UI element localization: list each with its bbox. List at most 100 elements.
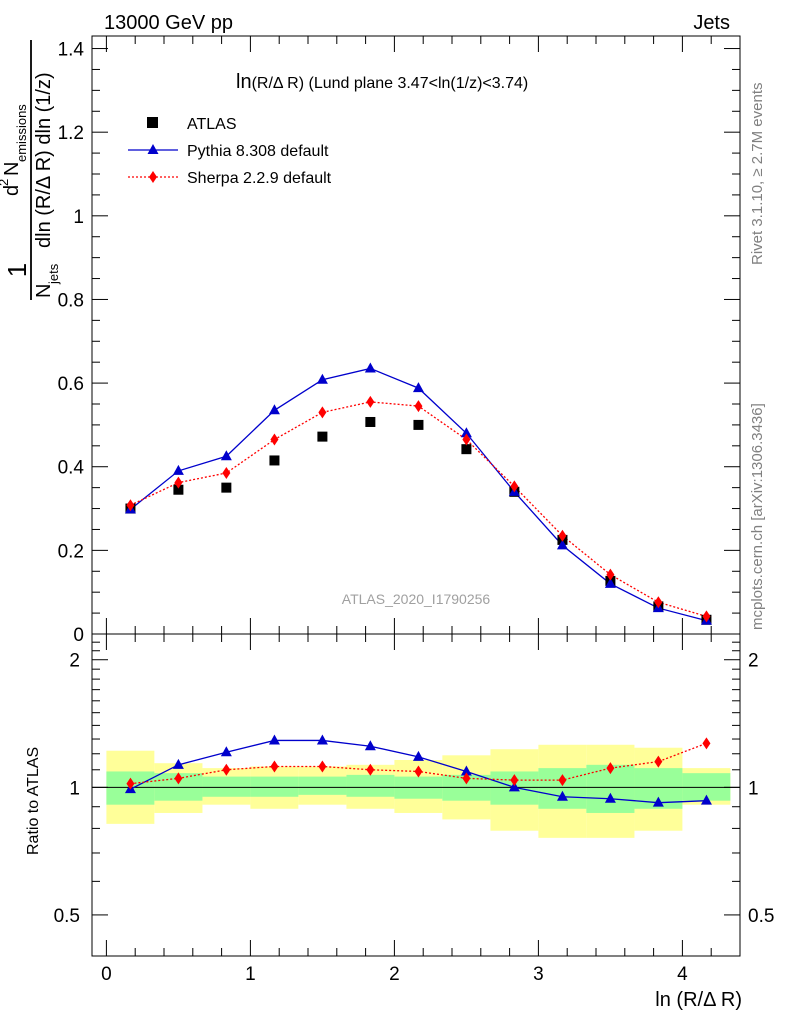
ratio-band-inner	[250, 776, 299, 797]
pythia-point	[412, 382, 424, 393]
ratio-pythia-point	[220, 746, 232, 757]
ylabel-njets-sub: jets	[46, 263, 61, 285]
main-ytick-label: 1.2	[58, 123, 84, 144]
ratio-ytick-label: 1	[69, 778, 80, 799]
ylabel-d2-sup: 2	[0, 179, 11, 186]
ratio-sherpa-point	[222, 763, 231, 776]
main-ytick-label: 0.8	[58, 290, 84, 311]
main-ytick-label: 0.6	[58, 374, 84, 395]
ratio-sherpa-point	[174, 772, 183, 785]
ratio-pythia-point	[700, 794, 712, 805]
rivet-label: Rivet 3.1.10, ≥ 2.7M events	[749, 83, 766, 266]
legend-pythia-marker	[147, 144, 159, 154]
ratio-pythia-point	[268, 734, 280, 745]
ratio-pythia-point	[412, 750, 424, 761]
main-ytick-label: 0	[73, 625, 84, 646]
ratio-pythia-point	[604, 792, 616, 803]
ratio-pythia-point	[316, 734, 328, 745]
sherpa-line	[130, 401, 707, 618]
ratio-xtick-label: 3	[533, 964, 544, 985]
sherpa-point	[654, 596, 663, 609]
atlas-point	[461, 444, 472, 455]
atlas-point	[413, 419, 424, 430]
main-ytick-label: 0.2	[58, 541, 84, 562]
ratio-sherpa-point	[462, 772, 471, 785]
ratio-ytick-label-right: 1	[748, 778, 759, 799]
ratio-sherpa-point	[510, 774, 519, 787]
sherpa-point	[414, 400, 423, 413]
ratio-pythia-point	[652, 796, 664, 807]
sherpa-point	[510, 480, 519, 493]
pythia-point	[172, 464, 184, 475]
main-ytick-label: 1.4	[58, 40, 85, 61]
pythia-point	[268, 404, 280, 415]
ratio-xtick-label: 4	[677, 964, 688, 985]
ylabel-njets: N	[33, 284, 55, 298]
main-ytick-label: 0.4	[58, 458, 85, 479]
pythia-point	[220, 450, 232, 461]
ratio-ytick-label-right: 2	[748, 651, 759, 672]
ratio-xtick-label: 2	[389, 964, 400, 985]
atlas-point	[173, 484, 184, 495]
ratio-sherpa-point	[270, 760, 279, 773]
header-left: 13000 GeV pp	[104, 12, 233, 34]
ratio-band-inner	[298, 776, 347, 795]
atlas-point	[317, 431, 328, 442]
ratio-band-inner	[202, 776, 251, 797]
sherpa-point	[462, 433, 471, 446]
ratio-pythia-point	[556, 790, 568, 801]
ratio-y-label: Ratio to ATLAS	[25, 747, 42, 855]
ratio-ytick-label: 0.5	[54, 906, 80, 927]
ratio-pythia-point	[172, 758, 184, 769]
main-y-label: 1 N jets dln (R/Δ R) dln (1/z) d 2 N emi…	[0, 40, 61, 300]
pythia-point	[316, 373, 328, 384]
ratio-pythia-point	[508, 781, 520, 792]
ratio-sherpa-point	[606, 762, 615, 775]
main-title-paren: (R/Δ R)	[252, 75, 304, 92]
pythia-point	[604, 577, 616, 588]
sherpa-point	[366, 395, 375, 408]
sherpa-point	[558, 529, 567, 542]
ratio-pythia-point	[364, 740, 376, 751]
legend: ATLAS Pythia 8.308 default Sherpa 2.2.9 …	[128, 116, 332, 187]
ylabel-frac: 1	[2, 263, 32, 277]
ratio-xtick-label: 1	[245, 964, 256, 985]
sherpa-point	[270, 433, 279, 446]
ratio-xtick-label: 0	[101, 964, 112, 985]
sherpa-point	[126, 499, 135, 512]
sherpa-point	[702, 610, 711, 623]
ratio-sherpa-point	[654, 755, 663, 768]
ratio-sherpa-point	[126, 777, 135, 790]
main-ytick-label: 1	[73, 207, 84, 228]
sherpa-point	[174, 476, 183, 489]
legend-sherpa-label: Sherpa 2.2.9 default	[187, 170, 332, 187]
main-plot: 0 0.2 0.4 0.6 0.8 1 1.2 1.4	[58, 35, 741, 646]
ratio-band-inner	[346, 774, 395, 797]
sherpa-point	[318, 406, 327, 419]
ratio-frame	[91, 633, 741, 957]
ratio-ytick-label: 2	[69, 651, 80, 672]
legend-sherpa-marker	[149, 171, 157, 183]
watermark: ATLAS_2020_I1790256	[342, 591, 491, 607]
pythia-point	[556, 539, 568, 550]
ratio-sherpa-point	[318, 760, 327, 773]
x-axis-label: ln (R/Δ R)	[655, 989, 742, 1011]
ratio-sherpa-point	[366, 763, 375, 776]
ylabel-denominator: dln (R/Δ R) dln (1/z)	[33, 72, 55, 248]
ratio-ytick-label-right: 0.5	[748, 906, 774, 927]
ylabel-d2: d	[1, 185, 23, 196]
ylabel-n-emis: N	[1, 162, 23, 176]
ratio-plot: 0.5 0.5 1 1 2 2 0 1 2 3 4	[54, 633, 774, 985]
header-right: Jets	[693, 12, 730, 34]
legend-pythia-label: Pythia 8.308 default	[187, 143, 329, 160]
ratio-pythia-point	[460, 765, 472, 776]
legend-atlas-marker	[147, 117, 158, 128]
ratio-sherpa-point	[702, 737, 711, 750]
ratio-sherpa-point	[414, 765, 423, 778]
pythia-point	[364, 362, 376, 373]
legend-atlas-label: ATLAS	[187, 116, 237, 133]
ratio-sherpa-point	[558, 774, 567, 787]
atlas-point	[221, 482, 232, 493]
atlas-point	[365, 416, 376, 427]
